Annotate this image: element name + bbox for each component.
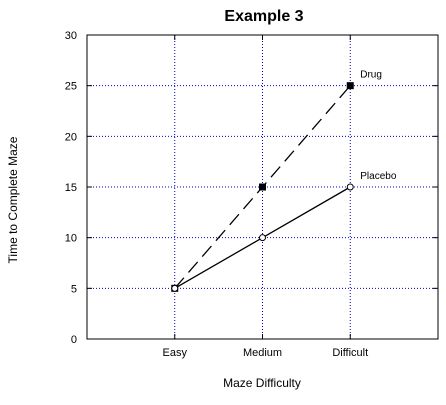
data-point-drug — [259, 183, 266, 191]
chart-title: Example 3 — [224, 8, 303, 25]
series: Drug Placebo — [171, 70, 397, 292]
series-label-placebo: Placebo — [360, 171, 397, 182]
y-axis: 0 5 10 15 20 25 30 — [65, 30, 438, 346]
data-point-placebo — [259, 234, 266, 242]
y-tick-label: 15 — [65, 182, 77, 194]
x-tick-label: Difficult — [332, 347, 368, 359]
y-tick-label: 5 — [71, 283, 77, 295]
y-tick-label: 0 — [71, 334, 77, 346]
y-tick-label: 10 — [65, 233, 77, 245]
data-point-placebo — [346, 183, 354, 191]
data-point-placebo — [171, 284, 179, 292]
y-axis-label: Time to Complete Maze — [6, 136, 20, 263]
x-tick-label: Easy — [163, 347, 188, 359]
series-label-drug: Drug — [360, 70, 382, 81]
x-tick-label: Medium — [243, 347, 282, 359]
x-axis-label: Maze Difficulty — [223, 376, 301, 390]
series-drug: Drug — [171, 70, 382, 292]
series-placebo: Placebo — [171, 171, 397, 292]
y-tick-label: 25 — [65, 81, 77, 93]
data-point-drug — [346, 82, 354, 90]
y-tick-label: 30 — [65, 30, 77, 42]
y-tick-label: 20 — [65, 131, 77, 143]
x-axis: Easy Medium Difficult — [163, 35, 368, 359]
